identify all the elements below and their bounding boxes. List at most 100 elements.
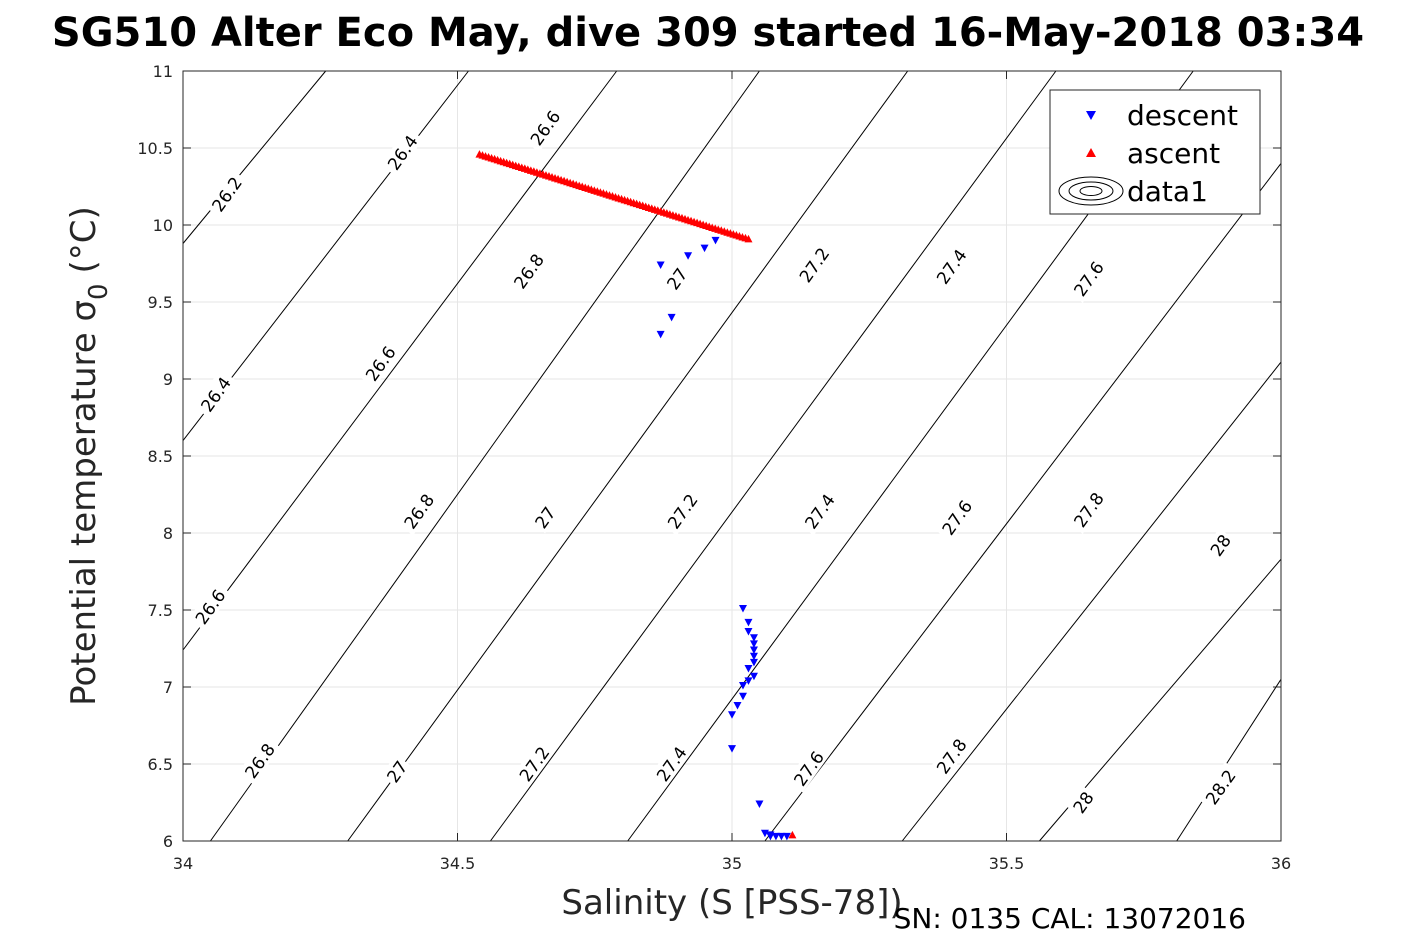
x-tick-label: 36: [1271, 854, 1291, 873]
contour-label-bg: [660, 261, 692, 295]
y-axis-label-unit: (°C): [64, 206, 104, 273]
contour-label-bg: [522, 102, 566, 152]
descent-point: [738, 681, 747, 690]
contour-label-bg: [1198, 761, 1242, 812]
isopycnal-line: [182, 70, 618, 651]
y-tick-label: 6: [163, 832, 173, 851]
legend-label-ascent: ascent: [1127, 137, 1220, 170]
x-tick-label: 34: [173, 854, 193, 873]
descent-point: [728, 745, 736, 753]
descent-point: [711, 236, 720, 245]
descent-point: [684, 252, 693, 260]
ascent-point: [788, 830, 797, 839]
x-tick-label: 34.5: [440, 854, 476, 873]
descent-point: [744, 618, 753, 627]
descent-point: [749, 634, 758, 642]
y-tick-label: 9.5: [148, 293, 173, 312]
contour-label-bg: [380, 754, 412, 788]
y-tick-label: 7.5: [148, 601, 173, 620]
legend-label-data1: data1: [1127, 175, 1208, 208]
contour-label-bg: [786, 743, 830, 793]
descent-point: [744, 677, 753, 685]
legend: descent ascent data1: [1049, 89, 1261, 215]
footer-text: SN: 0135 CAL: 13072016: [894, 902, 1246, 935]
contour-label-bg: [1066, 253, 1110, 303]
isopycnal-line: [347, 70, 909, 842]
y-tick-label: 8.5: [148, 447, 173, 466]
descent-point: [749, 646, 758, 655]
legend-marker-ascent: [1086, 148, 1096, 157]
contour-label-bg: [934, 492, 978, 542]
legend-label-descent: descent: [1127, 99, 1238, 132]
isopycnal-line: [901, 361, 1282, 842]
descent-point: [777, 832, 786, 841]
contour-label-bg: [1066, 785, 1099, 819]
x-tick-label: 35.5: [989, 854, 1025, 873]
descent-point: [766, 832, 775, 841]
y-axis-ticks: 6 6.5 7 7.5 8 8.5 9 9.5 10 10.5 11: [137, 62, 1281, 851]
contour-label-bg: [1066, 484, 1110, 534]
y-tick-label: 8: [163, 524, 173, 543]
y-tick-label: 9: [163, 370, 173, 389]
descent-point: [667, 313, 676, 322]
contour-label-bg: [396, 486, 440, 536]
contour-label-bg: [791, 239, 835, 289]
isopycnal-line: [764, 163, 1282, 842]
descent-point: [744, 628, 753, 636]
contour-label-bg: [358, 338, 402, 388]
descent-point: [744, 665, 753, 673]
contour-label-bg: [512, 738, 556, 788]
contour-label-bg: [929, 731, 973, 781]
y-axis-label-main: Potential temperature σ: [64, 300, 104, 706]
contour-label-bg: [204, 169, 248, 219]
contour-label-bg: [660, 486, 704, 536]
isopycnal-line: [182, 70, 327, 244]
contour-label-bg: [380, 127, 424, 177]
contour-label-bg: [237, 735, 281, 785]
legend-marker-data1-contour-icon: [1058, 176, 1124, 206]
contour-label-bg: [1204, 528, 1236, 562]
contour-label-bg: [649, 738, 693, 788]
descent-point: [771, 832, 780, 841]
isopycnal-line: [489, 70, 1057, 842]
chart-title: SG510 Alter Eco May, dive 309 started 16…: [52, 10, 1364, 56]
descent-point: [738, 604, 747, 613]
contour-labels: 26.226.426.626.426.626.8 27 27.2 27.4 27.626…: [188, 102, 1242, 819]
y-tick-label: 10.5: [137, 139, 173, 158]
descent-point: [749, 652, 758, 661]
grid-lines: [183, 71, 1281, 841]
y-tick-label: 7: [163, 678, 173, 697]
contour-label-bg: [929, 241, 973, 291]
ascent-series: [475, 150, 797, 839]
descent-point: [749, 640, 758, 648]
contour-label-bg: [506, 246, 550, 296]
descent-point: [700, 244, 709, 253]
descent-point: [656, 261, 665, 270]
y-axis-label-subscript: 0: [84, 283, 114, 300]
descent-point: [733, 701, 742, 710]
y-tick-label: 6.5: [148, 755, 173, 774]
contour-label-bg: [193, 369, 237, 419]
descent-point: [749, 672, 758, 681]
legend-box: [1049, 89, 1261, 215]
x-tick-label: 35: [722, 854, 742, 873]
y-tick-label: 11: [153, 62, 173, 81]
contour-label-bg: [188, 581, 232, 631]
y-axis-label: Potential temperature σ0 (°C): [64, 206, 114, 706]
descent-point: [755, 800, 764, 809]
descent-point: [749, 658, 758, 667]
descent-point: [782, 832, 791, 841]
contour-label-bg: [528, 500, 561, 534]
x-axis-label: Salinity (S [PSS-78]): [561, 883, 902, 923]
descent-series: [656, 236, 791, 841]
isopycnal-line: [1176, 679, 1282, 842]
descent-point: [656, 330, 665, 339]
x-axis-ticks: 34 34.5 35 35.5 36: [173, 71, 1291, 873]
descent-point: [738, 692, 747, 701]
isopycnal-line: [209, 70, 760, 842]
descent-point: [728, 711, 736, 719]
ascent-point: [744, 234, 753, 243]
legend-marker-descent: [1086, 111, 1096, 120]
contour-label-bg: [797, 486, 841, 536]
